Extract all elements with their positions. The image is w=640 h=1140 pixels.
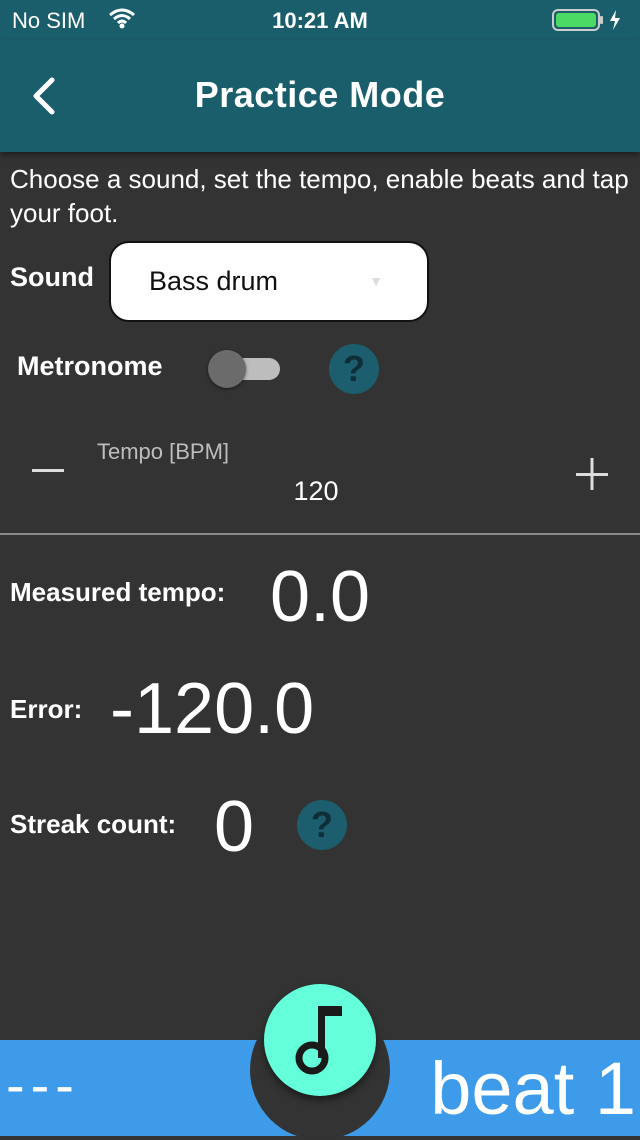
- battery-icon: [552, 8, 628, 38]
- metronome-label: Metronome: [17, 351, 163, 381]
- status-bar: No SIM 10:21 AM: [0, 0, 640, 40]
- streak-count-label: Streak count:: [10, 809, 177, 839]
- sound-dropdown[interactable]: Bass drum ▼: [109, 241, 429, 322]
- tap-button[interactable]: [264, 984, 376, 1096]
- divider: [0, 533, 640, 535]
- tempo-label: Tempo [BPM]: [97, 439, 230, 464]
- tempo-decrease-button[interactable]: [30, 452, 66, 488]
- tempo-increase-button[interactable]: [574, 456, 610, 492]
- minus-icon: [32, 469, 64, 472]
- app-bar: Practice Mode: [0, 40, 640, 152]
- beat-indicator-left: ---: [6, 1053, 80, 1116]
- measured-tempo-value: 0.0: [270, 557, 371, 637]
- metronome-toggle[interactable]: [208, 350, 282, 388]
- plus-icon: [576, 458, 608, 490]
- streak-help-icon[interactable]: ?: [297, 800, 347, 850]
- sound-label: Sound: [10, 262, 94, 292]
- back-button[interactable]: [26, 76, 66, 116]
- beat-indicator-right: beat 1: [430, 1047, 636, 1130]
- metronome-help-icon[interactable]: ?: [329, 344, 379, 394]
- dropdown-caret-icon: ▼: [369, 273, 383, 289]
- streak-count-value: 0: [214, 787, 255, 867]
- chevron-left-icon: [33, 77, 55, 115]
- measured-tempo-label: Measured tempo:: [10, 577, 226, 607]
- wifi-icon: [108, 6, 136, 36]
- error-value: -120.0: [110, 669, 315, 749]
- error-label: Error:: [10, 694, 83, 724]
- sound-selected-value: Bass drum: [149, 266, 279, 296]
- toggle-knob: [208, 350, 246, 388]
- intro-text: Choose a sound, set the tempo, enable be…: [10, 164, 629, 228]
- carrier-label: No SIM: [12, 8, 86, 33]
- music-note-icon: [295, 1006, 342, 1075]
- clock: 10:21 AM: [272, 8, 368, 33]
- page-title: Practice Mode: [194, 74, 446, 115]
- tempo-input[interactable]: 120: [293, 476, 339, 506]
